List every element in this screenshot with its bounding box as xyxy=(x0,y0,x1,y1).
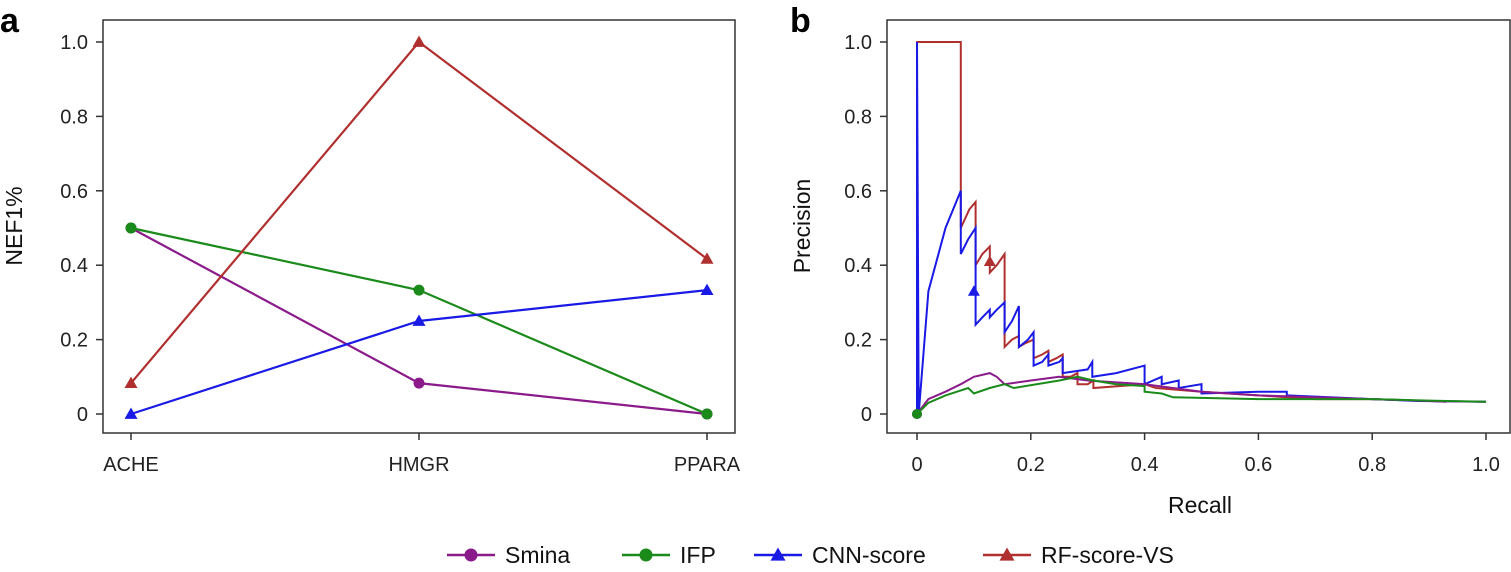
panel-a-y-tick-label: 1.0 xyxy=(60,32,88,54)
panel-a-series xyxy=(124,35,714,420)
panel-a-point-cnn-score-hmgr xyxy=(412,314,426,326)
legend-swatch-marker-cnn-score xyxy=(770,547,786,561)
panel-b-curve-smina xyxy=(916,372,1487,415)
panel-a-y-tick-label: 0.8 xyxy=(60,106,88,128)
panel-a-point-ifp-ache xyxy=(125,222,137,234)
legend-item-rf-score-vs: RF-score-VS xyxy=(983,542,1174,568)
legend-swatch-marker-smina xyxy=(464,548,478,562)
panel-b-y-tick-label: 1.0 xyxy=(844,32,872,54)
panel-a-y-tick-label: 0.6 xyxy=(60,181,88,203)
legend-item-cnn-score: CNN-score xyxy=(754,542,926,568)
panel-a-x-tick-label-ache: ACHE xyxy=(103,454,159,476)
panel-b-marker-cnn-score xyxy=(967,285,980,296)
panel-b-x-tick-label: 1.0 xyxy=(1472,454,1500,476)
legend-label-cnn-score: CNN-score xyxy=(812,542,926,568)
panel-a-x-ticks: ACHE HMGR PPARA xyxy=(103,433,741,476)
panel-a-point-ifp-ppara xyxy=(701,408,713,420)
legend-label-ifp: IFP xyxy=(680,542,716,568)
panel-b-y-tick-label: 0.4 xyxy=(844,255,872,277)
legend-label-smina: Smina xyxy=(505,542,570,568)
panel-b-x-tick-label: 0.4 xyxy=(1131,454,1159,476)
panel-letter-b: b xyxy=(790,2,811,40)
panel-a-x-tick-label-ppara: PPARA xyxy=(674,454,741,476)
panel-a-y-ticks: 0 0.2 0.4 0.6 0.8 1.0 xyxy=(60,32,103,426)
panel-a: a 0 0.2 0.4 0.6 0.8 1.0 ACHE HMGR PPARA NEF1% xyxy=(0,2,741,476)
panel-b-x-tick-label: 0.2 xyxy=(1017,454,1045,476)
panel-b-y-tick-label: 0 xyxy=(861,404,872,426)
panel-a-plot-frame xyxy=(102,19,736,434)
legend: Smina IFP CNN-score RF-score-VS xyxy=(447,542,1174,568)
panel-a-line-cnn-score xyxy=(130,289,708,416)
legend-swatch-marker-ifp xyxy=(639,548,653,562)
panel-b-plot-frame xyxy=(886,19,1511,434)
panel-a-point-ifp-hmgr xyxy=(413,284,425,296)
legend-swatch-marker-rf-score-vs xyxy=(999,547,1015,561)
panel-b-x-tick-label: 0.6 xyxy=(1244,454,1272,476)
panel-a-point-cnn-score-ache xyxy=(124,407,138,419)
panel-a-line-rf-score-vs xyxy=(130,40,708,384)
panel-b-series xyxy=(912,41,1487,419)
panel-b-x-axis-title: Recall xyxy=(1168,492,1232,518)
panel-b-curve-cnn-score xyxy=(916,41,1487,415)
panel-a-y-tick-label: 0.2 xyxy=(60,330,88,352)
panel-letter-a: a xyxy=(0,2,20,40)
panel-a-point-rf-score-vs-hmgr xyxy=(412,35,426,47)
panel-a-y-axis-title: NEF1% xyxy=(1,186,27,265)
panel-b-y-tick-label: 0.2 xyxy=(844,330,872,352)
panel-b: b 0 0.2 0.4 0.6 0.8 1.0 0 0.2 0.4 0.6 0.8 1.0 Prec… xyxy=(789,2,1511,518)
panel-b-x-tick-label: 0.8 xyxy=(1358,454,1386,476)
panel-b-marker-ifp xyxy=(912,409,922,419)
panel-b-y-axis-title: Precision xyxy=(789,179,815,274)
panel-a-point-rf-score-vs-ppara xyxy=(700,252,714,264)
panel-b-x-ticks: 0 0.2 0.4 0.6 0.8 1.0 xyxy=(911,433,1500,476)
panel-a-point-cnn-score-ppara xyxy=(700,283,714,295)
panel-a-x-tick-label-hmgr: HMGR xyxy=(388,454,449,476)
panel-b-marker-rf-score-vs xyxy=(983,255,996,266)
panel-b-curve-rf-score-vs xyxy=(916,41,1447,414)
panel-b-y-tick-label: 0.8 xyxy=(844,106,872,128)
panel-a-point-rf-score-vs-ache xyxy=(124,376,138,388)
legend-label-rf-score-vs: RF-score-VS xyxy=(1041,542,1174,568)
panel-a-y-tick-label: 0.4 xyxy=(60,255,88,277)
panel-b-y-ticks: 0 0.2 0.4 0.6 0.8 1.0 xyxy=(844,32,887,426)
legend-item-ifp: IFP xyxy=(622,542,716,568)
panel-b-x-tick-label: 0 xyxy=(911,454,922,476)
panel-b-y-tick-label: 0.6 xyxy=(844,181,872,203)
panel-a-y-tick-label: 0 xyxy=(77,404,88,426)
panel-b-curve-ifp xyxy=(916,375,1487,415)
legend-item-smina: Smina xyxy=(447,542,570,568)
panel-a-point-smina-hmgr xyxy=(413,377,425,389)
